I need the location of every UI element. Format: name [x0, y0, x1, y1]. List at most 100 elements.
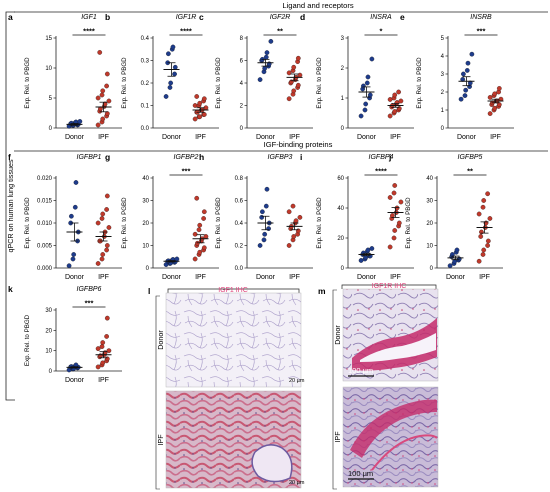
data-point-d-0: [369, 56, 375, 62]
y-tick-label-f: 0.020: [37, 176, 53, 182]
y-tick-label-k: 0: [49, 369, 53, 375]
y-tick-label-g: 10: [142, 244, 149, 250]
y-tick-label-i: 20: [337, 236, 344, 242]
y-tick-label-k: 20: [45, 328, 52, 334]
y-tick-label-i: 60: [337, 176, 344, 182]
data-point-g-1: [192, 256, 198, 262]
x-label-a-1: IPF: [98, 134, 109, 141]
y-tick-label-c: 6: [240, 59, 244, 65]
y-tick-label-a: 0: [49, 126, 53, 132]
data-point-c-0: [257, 77, 263, 82]
data-point-b-0: [166, 51, 171, 57]
data-point-k-1: [100, 360, 106, 366]
y-tick-label-e: 3: [441, 72, 445, 78]
ihc-l-ipf-airway: [251, 444, 293, 483]
significance-stars-a: ****: [83, 27, 95, 36]
data-point-h-1: [297, 215, 303, 220]
y-tick-label-h: 0.4: [235, 221, 244, 227]
data-point-f-1: [104, 193, 110, 199]
chart-a: a IGF1 Exp. Rel. to PBGD 0 5 10 15 Donor IPF ****: [8, 12, 122, 141]
data-point-d-0: [367, 92, 373, 98]
data-point-j-1: [481, 198, 487, 203]
data-point-d-0: [362, 107, 368, 113]
data-point-e-0: [458, 96, 464, 102]
data-point-f-0: [71, 252, 77, 257]
y-axis-label-a: Exp. Rel. to PBGD: [24, 57, 31, 109]
y-tick-label-h: 0.2: [235, 244, 244, 250]
y-tick-label-h: 0.6: [235, 199, 244, 205]
y-tick-label-j: 0: [430, 266, 434, 272]
data-point-j-1: [487, 216, 493, 221]
data-point-k-1: [100, 340, 106, 345]
data-point-b-0: [163, 94, 169, 99]
chart-title-c: IGF2R: [270, 14, 291, 21]
chart-g: g IGFBP2 Exp. Rel. to PGBD 0 10 20 30 40 Donor IP…: [105, 152, 219, 281]
y-tick-label-e: 4: [441, 54, 445, 60]
panel-letter-m: m: [318, 286, 326, 296]
y-tick-label-e: 5: [441, 36, 445, 42]
y-axis-label-h: Exp. Rel. to PGBD: [215, 197, 222, 249]
ihc-m-donor-scale: 100 µm: [348, 366, 373, 375]
data-point-b-1: [192, 103, 198, 108]
significance-stars-c: **: [277, 27, 283, 36]
data-point-h-0: [263, 203, 269, 209]
x-label-f-1: IPF: [98, 274, 109, 281]
data-point-e-1: [487, 111, 493, 116]
x-label-d-1: IPF: [390, 134, 401, 141]
data-point-e-1: [492, 91, 498, 97]
ihc-m-ipf-airway: [350, 399, 437, 458]
data-point-e-0: [465, 60, 471, 66]
panel-m-ihc: m IGF1R IHC Donor 100 µm IPF 100 µm: [318, 283, 439, 490]
data-point-f-0: [66, 263, 72, 269]
data-point-a-1: [100, 116, 106, 122]
y-tick-label-a: 5: [49, 96, 53, 102]
panel-letter-f: f: [8, 152, 11, 162]
data-point-h-1: [291, 234, 297, 239]
x-label-k-0: Donor: [65, 377, 85, 384]
ihc-m-bracket: [341, 284, 437, 289]
data-point-c-1: [295, 55, 301, 61]
data-point-h-1: [295, 228, 301, 234]
data-point-e-0: [463, 87, 469, 93]
panel-letter-j: j: [388, 152, 391, 162]
data-point-e-1: [492, 105, 498, 111]
data-point-i-1: [398, 199, 404, 205]
ihc-l-ipf-scale: 20 µm: [289, 480, 305, 486]
x-label-d-0: Donor: [357, 134, 377, 141]
data-point-f-0: [73, 180, 79, 185]
y-tick-label-j: 30: [426, 199, 433, 205]
data-point-h-1: [286, 243, 292, 248]
chart-title-h: IGFBP3: [268, 154, 293, 161]
ihc-m-ipf-label: IPF: [333, 431, 342, 443]
data-point-c-0: [268, 39, 274, 44]
data-point-i-0: [369, 246, 375, 251]
x-label-c-1: IPF: [289, 134, 300, 141]
data-point-a-1: [106, 98, 112, 104]
data-point-c-1: [291, 64, 297, 70]
data-point-j-1: [485, 191, 490, 197]
data-point-d-1: [396, 89, 401, 95]
data-point-k-1: [104, 334, 109, 339]
data-point-e-0: [469, 51, 475, 57]
x-label-g-0: Donor: [162, 274, 182, 281]
data-point-g-1: [196, 227, 202, 233]
y-axis-label-g: Exp. Rel. to PGBD: [121, 197, 128, 249]
data-point-i-0: [365, 247, 371, 253]
ihc-m-ipf-scale: 100 µm: [348, 469, 373, 478]
data-point-h-0: [257, 243, 263, 248]
y-axis-label-i: Exp. Rel. to PGBD: [316, 197, 323, 249]
data-point-h-0: [260, 209, 265, 215]
y-tick-label-h: 0.8: [235, 176, 244, 182]
y-tick-label-e: 2: [441, 90, 445, 96]
y-tick-label-k: 30: [45, 308, 52, 314]
chart-i: i IGFBP4 Exp. Rel. to PGBD 0 20 40 60 Donor IPF *…: [300, 152, 414, 281]
y-axis-label-f: Exp. Rel. to PBGD: [24, 197, 31, 249]
section-title-ligands: Ligand and receptors: [282, 1, 354, 10]
significance-stars-e: ***: [477, 27, 486, 36]
panel-letter-l: l: [148, 286, 150, 296]
y-tick-label-f: 0.005: [37, 244, 53, 250]
data-point-j-0: [447, 263, 453, 269]
data-point-h-0: [261, 237, 267, 243]
